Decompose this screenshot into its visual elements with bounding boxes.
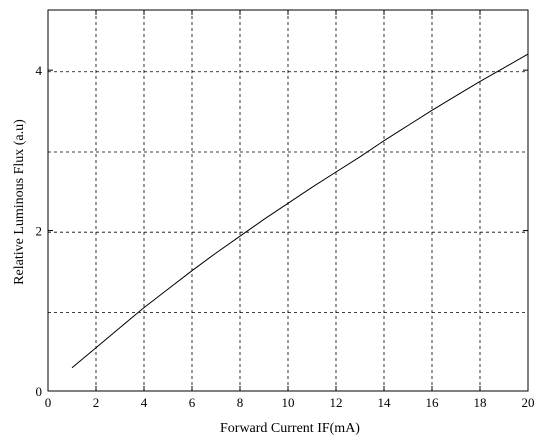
x-tick-label: 16	[426, 395, 440, 410]
y-axis-label: Relative Luminous Flux (a.u)	[12, 119, 27, 285]
x-axis-label: Forward Current IF(mA)	[220, 421, 360, 436]
series-line	[71, 53, 529, 369]
x-tick-label: 12	[330, 395, 343, 410]
x-tick-label: 8	[237, 395, 244, 410]
data-series	[71, 53, 529, 369]
x-tick-label: 4	[141, 395, 148, 410]
x-tick-label: 0	[45, 395, 52, 410]
y-tick-label: 4	[36, 63, 43, 78]
plot-area-frame	[47, 9, 529, 392]
x-tick-label: 10	[282, 395, 295, 410]
x-tick-label: 20	[522, 395, 535, 410]
y-tick-label: 2	[36, 224, 43, 239]
x-tick-label: 14	[378, 395, 392, 410]
x-tick-label: 18	[474, 395, 487, 410]
axis-ticks: 0 2 4 6 8 10 12 14 16 18 20 0 2 4	[36, 10, 535, 410]
y-tick-label: 0	[36, 384, 43, 399]
grid-lines	[48, 10, 528, 391]
x-tick-label: 2	[93, 395, 100, 410]
x-tick-label: 6	[189, 395, 196, 410]
